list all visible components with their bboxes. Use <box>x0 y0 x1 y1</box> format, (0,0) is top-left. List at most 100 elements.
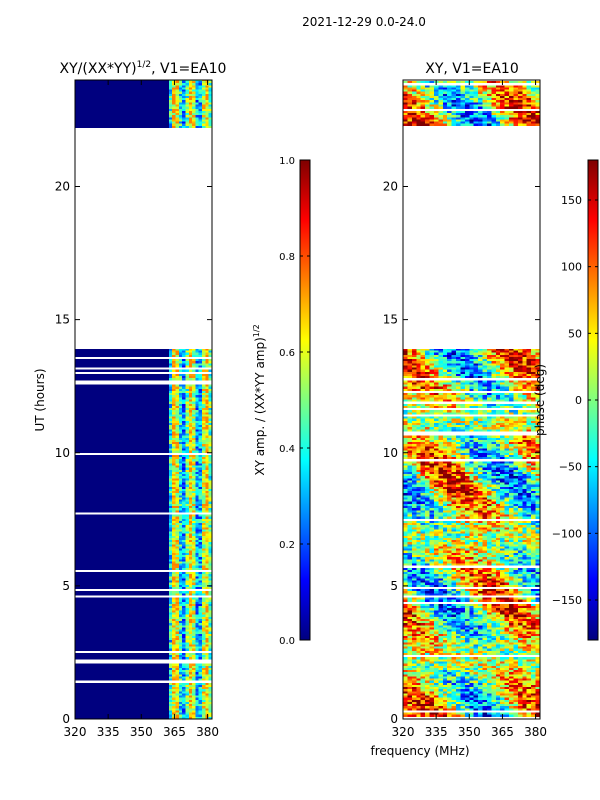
heatmap-cell <box>178 378 183 381</box>
heatmap-cell <box>168 518 173 521</box>
heatmap-cell <box>411 591 417 594</box>
heatmap-cell <box>198 701 203 705</box>
heatmap-cell <box>513 618 519 622</box>
heatmap-cell <box>202 593 206 596</box>
heatmap-cell <box>178 672 183 675</box>
heatmap-cell <box>172 557 176 560</box>
heatmap-cell <box>168 467 173 470</box>
heatmap-cell <box>509 684 514 688</box>
heatmap-cell <box>420 682 426 685</box>
heatmap-cell <box>202 652 206 656</box>
heatmap-cell <box>195 527 200 530</box>
heatmap-cell <box>478 680 483 683</box>
heatmap-cell <box>182 386 186 389</box>
heatmap-cell <box>75 95 169 99</box>
heatmap-cell <box>185 691 190 694</box>
heatmap-cell <box>208 608 213 611</box>
heatmap-cell <box>182 501 186 504</box>
heatmap-cell <box>416 552 421 555</box>
heatmap-cell <box>460 606 466 609</box>
heatmap-cell <box>531 606 536 609</box>
heatmap-cell <box>403 591 408 594</box>
heatmap-cell <box>172 495 176 498</box>
heatmap-cell <box>175 480 180 483</box>
heatmap-cell <box>416 614 421 617</box>
heatmap-cell <box>478 625 483 628</box>
heatmap-cell <box>411 657 417 660</box>
heatmap-cell <box>198 514 203 517</box>
heatmap-cell <box>425 603 430 607</box>
heatmap-cell <box>168 476 173 479</box>
heatmap-cell <box>464 631 470 634</box>
heatmap-cell <box>192 531 196 534</box>
heatmap-cell <box>469 699 475 702</box>
heatmap-cell <box>491 646 497 649</box>
heatmap-cell <box>535 563 541 566</box>
heatmap-cell <box>433 569 439 573</box>
heatmap-cell <box>192 520 196 524</box>
heatmap-cell <box>168 501 173 504</box>
heatmap-cell <box>195 482 200 485</box>
heatmap-cell <box>178 429 183 432</box>
heatmap-cell <box>478 650 483 653</box>
heatmap-cell <box>175 437 180 440</box>
heatmap-cell <box>75 576 169 579</box>
heatmap-cell <box>442 621 448 624</box>
heatmap-cell <box>447 687 452 690</box>
heatmap-cell <box>513 661 519 664</box>
heatmap-cell <box>535 608 541 611</box>
heatmap-cell <box>168 405 173 409</box>
heatmap-cell <box>178 459 183 462</box>
heatmap-cell <box>517 576 523 579</box>
heatmap-cell <box>429 599 435 602</box>
heatmap-cell <box>182 712 186 715</box>
heatmap-cell <box>416 629 421 632</box>
heatmap-cell <box>433 621 439 624</box>
heatmap-cell <box>429 554 435 558</box>
heatmap-cell <box>172 471 176 475</box>
heatmap-cell <box>403 540 408 543</box>
heatmap-cell <box>205 386 209 389</box>
heatmap-cell <box>208 689 213 692</box>
heatmap-cell <box>495 546 501 549</box>
heatmap-cell <box>407 608 413 611</box>
heatmap-cell <box>172 478 176 481</box>
heatmap-cell <box>75 422 169 426</box>
heatmap-cell <box>513 652 519 656</box>
heatmap-cell <box>473 608 479 611</box>
heatmap-cell <box>478 642 483 645</box>
heatmap-cell <box>469 591 475 594</box>
heatmap-cell <box>198 469 203 472</box>
heatmap-cell <box>535 674 541 677</box>
heatmap-cell <box>182 621 186 624</box>
heatmap-cell <box>192 491 196 494</box>
heatmap-cell <box>464 708 470 711</box>
heatmap-cell <box>192 83 196 86</box>
heatmap-cell <box>195 574 200 577</box>
heatmap-cell <box>168 531 173 534</box>
heatmap-cell <box>478 714 483 717</box>
heatmap-cell <box>198 361 203 364</box>
heatmap-cell <box>168 701 173 705</box>
heatmap-cell <box>478 627 483 630</box>
heatmap-cell <box>486 657 492 660</box>
heatmap-cell <box>182 85 186 88</box>
heatmap-cell <box>517 550 523 553</box>
heatmap-cell <box>172 474 176 477</box>
heatmap-cell <box>178 712 183 715</box>
heatmap-cell <box>469 616 475 619</box>
heatmap-cell <box>504 557 510 560</box>
heatmap-cell <box>175 582 180 585</box>
heatmap-cell <box>416 650 421 653</box>
heatmap-cell <box>178 655 183 658</box>
heatmap-cell <box>172 599 176 602</box>
heatmap-cell <box>185 712 190 715</box>
heatmap-cell <box>420 627 426 630</box>
heatmap-cell <box>433 657 439 660</box>
heatmap-cell <box>205 557 209 560</box>
heatmap-cell <box>416 712 421 715</box>
heatmap-cell <box>447 608 452 611</box>
heatmap-cell <box>172 450 176 453</box>
heatmap-cell <box>198 403 203 406</box>
heatmap-cell <box>172 612 176 615</box>
